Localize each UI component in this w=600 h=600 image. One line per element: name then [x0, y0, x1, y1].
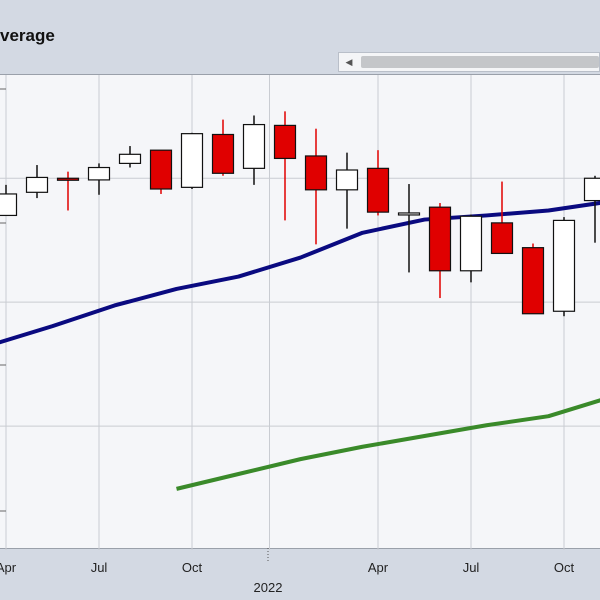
chevron-left-icon[interactable]: ◀: [345, 56, 353, 67]
candle-body-down: [490, 222, 514, 255]
candle-body-down: [304, 155, 328, 191]
candle: [552, 217, 576, 317]
scroll-thumb[interactable]: [361, 56, 599, 68]
x-tick-label: Oct: [554, 560, 575, 575]
x-tick-label: Jul: [91, 560, 108, 575]
series-line: [176, 398, 600, 491]
candle-body-up: [335, 169, 359, 191]
candle-body-down: [211, 133, 235, 174]
candle-body-down: [521, 247, 545, 315]
candle: [335, 152, 359, 229]
candle: [118, 146, 142, 168]
candlestick-chart: [0, 75, 600, 550]
candle: [211, 119, 235, 176]
candle: [25, 165, 49, 199]
candle-body-up: [397, 212, 421, 216]
year-label: 2022: [254, 580, 283, 595]
candle: [87, 163, 111, 195]
candle-body-down: [428, 206, 452, 272]
horizontal-scrollbar[interactable]: ◀: [338, 52, 600, 72]
candle-body-up: [180, 133, 204, 188]
candle: [242, 115, 266, 185]
candle: [583, 175, 600, 243]
candle: [459, 214, 483, 283]
candle: [366, 150, 390, 216]
candle: [0, 184, 18, 217]
candle-body-up: [0, 193, 18, 217]
candle: [397, 184, 421, 273]
candle: [180, 132, 204, 189]
candle: [56, 171, 80, 211]
x-tick-label: Apr: [368, 560, 389, 575]
candle-body-up: [87, 166, 111, 181]
candle-body-down: [56, 177, 80, 181]
candle: [149, 149, 173, 194]
plot-area: [0, 74, 600, 550]
candle: [490, 181, 514, 255]
candle-body-up: [552, 219, 576, 312]
x-axis: Apr Jul Oct Apr Jul Oct 2022: [0, 548, 575, 595]
candle-body-up: [118, 153, 142, 164]
candle-body-up: [25, 176, 49, 193]
candle-body-down: [149, 149, 173, 190]
candle-body-down: [366, 167, 390, 213]
candle-body-up: [459, 215, 483, 272]
candle-body-down: [273, 124, 297, 160]
candle: [521, 243, 545, 315]
x-tick-label: Apr: [0, 560, 17, 575]
chart-title: verage: [0, 26, 55, 45]
candle-body-up: [242, 123, 266, 169]
candle: [304, 128, 328, 245]
x-tick-label: Oct: [182, 560, 203, 575]
x-tick-label: Jul: [463, 560, 480, 575]
series-line: [0, 200, 600, 345]
candle-body-up: [583, 177, 600, 202]
candle: [428, 203, 452, 299]
candle: [273, 111, 297, 221]
